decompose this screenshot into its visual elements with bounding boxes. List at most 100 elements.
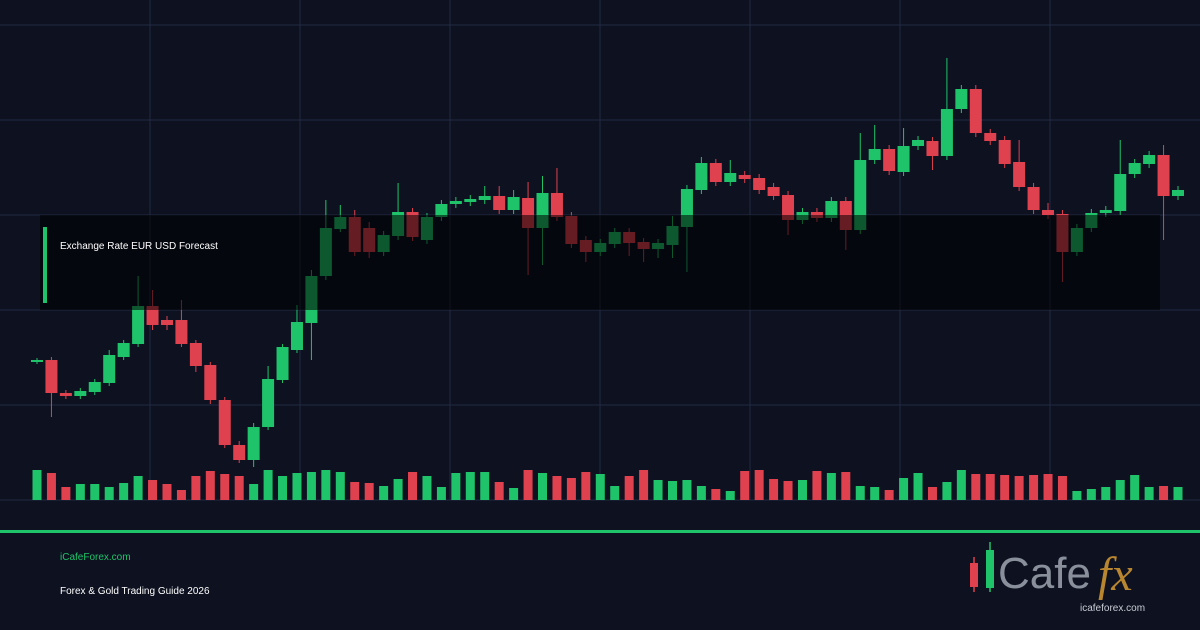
volume-bar xyxy=(408,472,418,500)
divider xyxy=(0,530,1200,533)
candle-body xyxy=(262,379,275,427)
candle-body xyxy=(868,149,881,160)
candlestick-decoration xyxy=(31,58,1184,500)
volume-bar xyxy=(191,476,201,500)
volume-bar xyxy=(927,487,937,500)
candle-body xyxy=(695,163,708,190)
candle-body xyxy=(1172,190,1184,196)
candle-body xyxy=(940,109,953,156)
volume-bar xyxy=(1043,474,1053,500)
candle-body xyxy=(1027,187,1040,210)
volume-bar xyxy=(682,480,692,500)
candle-body xyxy=(478,196,491,200)
volume-bar xyxy=(985,474,995,500)
tagline: Forex & Gold Trading Guide 2026 xyxy=(60,586,210,597)
candle-body xyxy=(550,193,563,217)
candle-body xyxy=(218,400,231,445)
candle-body xyxy=(88,382,101,392)
volume-bar xyxy=(32,470,42,500)
candle-body xyxy=(132,306,145,344)
candle-body xyxy=(31,360,43,362)
candle-body xyxy=(767,187,780,196)
volume-bar xyxy=(148,480,158,500)
candle-body xyxy=(175,320,188,344)
volume-bar xyxy=(46,473,56,500)
volume-bar xyxy=(422,476,432,500)
volume-bar xyxy=(364,483,374,500)
logo: Cafe fx icafeforex.com xyxy=(970,542,1145,614)
candle-body xyxy=(854,160,867,230)
volume-bar xyxy=(841,472,851,500)
volume-bar xyxy=(696,486,706,500)
candle-body xyxy=(146,306,159,325)
volume-bar xyxy=(538,473,548,500)
volume-bar xyxy=(1072,491,1082,500)
volume-bar xyxy=(956,470,966,500)
volume-bar xyxy=(754,470,764,500)
volume-bar xyxy=(61,487,71,500)
volume-bar xyxy=(75,484,85,500)
volume-bar xyxy=(826,473,836,500)
volume-bar xyxy=(263,470,273,500)
volume-bar xyxy=(1000,475,1010,500)
volume-bar xyxy=(133,476,143,500)
candle-body xyxy=(825,201,838,218)
logo-url: icafeforex.com xyxy=(1080,603,1145,614)
candle-body xyxy=(883,149,896,171)
volume-bar xyxy=(552,476,562,500)
volume-bar xyxy=(942,482,952,500)
volume-bar xyxy=(711,489,721,500)
candle-body xyxy=(507,197,520,210)
logo-accent: fx xyxy=(1098,548,1133,601)
volume-bar xyxy=(740,471,750,500)
volume-bar xyxy=(393,479,403,500)
candle-body xyxy=(955,89,968,109)
volume-bar xyxy=(509,488,519,500)
volume-bar xyxy=(176,490,186,500)
candle-body xyxy=(753,178,766,190)
volume-bar xyxy=(1101,487,1111,500)
volume-bar xyxy=(119,483,129,500)
candle-body xyxy=(233,445,246,460)
volume-bar xyxy=(350,482,360,500)
volume-bar xyxy=(1029,475,1039,500)
volume-bar xyxy=(581,472,591,500)
candle-body xyxy=(969,89,982,133)
candle-body xyxy=(1143,155,1156,164)
candle-body xyxy=(1013,162,1026,187)
volume-bar xyxy=(465,472,475,500)
candle-body xyxy=(1114,174,1127,211)
logo-wordmark: Cafe xyxy=(998,549,1091,598)
volume-bar xyxy=(494,482,504,500)
volume-bar xyxy=(1159,486,1169,500)
candle-body xyxy=(998,140,1011,164)
volume-bar xyxy=(639,470,649,500)
volume-bar xyxy=(162,484,172,500)
volume-bar xyxy=(884,490,894,500)
candle-body xyxy=(117,343,130,357)
candle-body xyxy=(464,199,477,202)
volume-bar xyxy=(725,491,735,500)
panel-accent xyxy=(43,227,47,303)
candle-body xyxy=(435,204,448,217)
volume-bar xyxy=(292,473,302,500)
candle-body xyxy=(103,355,116,383)
candle-body xyxy=(45,360,58,393)
volume-bar xyxy=(1057,476,1067,500)
candle-body xyxy=(738,175,751,179)
volume-bar xyxy=(1173,487,1183,500)
volume-bar xyxy=(220,474,230,500)
volume-bar xyxy=(321,470,331,500)
candle-body xyxy=(782,195,795,220)
volume-bar xyxy=(566,478,576,500)
volume-bar xyxy=(783,481,793,500)
volume-bar xyxy=(870,487,880,500)
candle-body xyxy=(493,196,506,210)
candle-body xyxy=(912,140,925,146)
volume-bar xyxy=(451,473,461,500)
volume-bar xyxy=(523,470,533,500)
volume-bar xyxy=(769,479,779,500)
volume-bar xyxy=(278,476,288,500)
volume-bar xyxy=(249,484,259,500)
